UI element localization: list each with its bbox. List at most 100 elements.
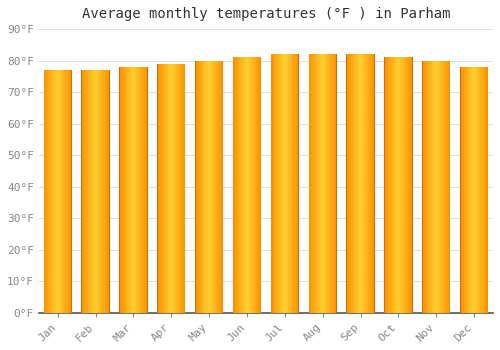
Bar bbox=[176, 64, 177, 313]
Bar bbox=[290, 54, 292, 313]
Bar bbox=[406, 57, 407, 313]
Bar bbox=[196, 61, 197, 313]
Bar bbox=[138, 67, 139, 313]
Bar bbox=[387, 57, 388, 313]
Bar bbox=[211, 61, 212, 313]
Bar bbox=[53, 70, 54, 313]
Bar bbox=[134, 67, 136, 313]
Bar bbox=[322, 54, 324, 313]
Bar bbox=[468, 67, 469, 313]
Bar bbox=[436, 61, 437, 313]
Bar bbox=[390, 57, 391, 313]
Bar bbox=[324, 54, 326, 313]
Bar bbox=[423, 61, 424, 313]
Bar bbox=[313, 54, 314, 313]
Bar bbox=[335, 54, 336, 313]
Bar bbox=[170, 64, 172, 313]
Bar bbox=[464, 67, 466, 313]
Bar bbox=[182, 64, 184, 313]
Bar bbox=[86, 70, 87, 313]
Bar bbox=[123, 67, 124, 313]
Bar bbox=[278, 54, 279, 313]
Bar bbox=[249, 57, 250, 313]
Bar bbox=[147, 67, 148, 313]
Bar bbox=[328, 54, 330, 313]
Bar bbox=[96, 70, 98, 313]
Bar bbox=[437, 61, 438, 313]
Bar bbox=[476, 67, 477, 313]
Bar bbox=[60, 70, 62, 313]
Bar bbox=[256, 57, 258, 313]
Bar bbox=[106, 70, 107, 313]
Bar bbox=[107, 70, 108, 313]
Bar bbox=[198, 61, 200, 313]
Bar bbox=[102, 70, 103, 313]
Bar bbox=[482, 67, 484, 313]
Bar bbox=[334, 54, 335, 313]
Bar bbox=[386, 57, 387, 313]
Bar bbox=[220, 61, 222, 313]
Bar bbox=[332, 54, 333, 313]
Bar bbox=[175, 64, 176, 313]
Bar bbox=[358, 54, 360, 313]
Bar bbox=[51, 70, 52, 313]
Bar bbox=[352, 54, 353, 313]
Bar bbox=[356, 54, 357, 313]
Bar bbox=[448, 61, 450, 313]
Bar bbox=[349, 54, 350, 313]
Bar bbox=[410, 57, 412, 313]
Bar bbox=[312, 54, 313, 313]
Bar bbox=[157, 64, 158, 313]
Bar bbox=[166, 64, 168, 313]
Bar bbox=[351, 54, 352, 313]
Bar bbox=[463, 67, 464, 313]
Bar bbox=[428, 61, 430, 313]
Bar bbox=[64, 70, 66, 313]
Bar bbox=[197, 61, 198, 313]
Bar bbox=[385, 57, 386, 313]
Bar bbox=[346, 54, 347, 313]
Bar bbox=[367, 54, 368, 313]
Bar bbox=[480, 67, 481, 313]
Bar bbox=[297, 54, 298, 313]
Bar bbox=[276, 54, 278, 313]
Bar bbox=[208, 61, 209, 313]
Bar bbox=[370, 54, 371, 313]
Bar bbox=[326, 54, 328, 313]
Bar bbox=[281, 54, 282, 313]
Bar bbox=[404, 57, 405, 313]
Bar bbox=[244, 57, 245, 313]
Bar bbox=[90, 70, 91, 313]
Bar bbox=[473, 67, 474, 313]
Bar bbox=[185, 64, 186, 313]
Bar bbox=[52, 70, 53, 313]
Bar bbox=[195, 61, 196, 313]
Bar bbox=[252, 57, 254, 313]
Bar bbox=[174, 64, 175, 313]
Bar bbox=[478, 67, 479, 313]
Bar bbox=[210, 61, 211, 313]
Bar bbox=[121, 67, 122, 313]
Bar bbox=[317, 54, 318, 313]
Bar bbox=[462, 67, 463, 313]
Bar bbox=[128, 67, 130, 313]
Bar bbox=[62, 70, 64, 313]
Bar bbox=[321, 54, 322, 313]
Bar bbox=[287, 54, 288, 313]
Bar bbox=[315, 54, 316, 313]
Bar bbox=[475, 67, 476, 313]
Bar bbox=[424, 61, 425, 313]
Bar bbox=[146, 67, 148, 313]
Bar bbox=[168, 64, 170, 313]
Bar bbox=[354, 54, 355, 313]
Bar bbox=[260, 57, 261, 313]
Bar bbox=[69, 70, 70, 313]
Bar bbox=[366, 54, 367, 313]
Bar bbox=[360, 54, 362, 313]
Bar bbox=[82, 70, 84, 313]
Bar bbox=[258, 57, 260, 313]
Bar bbox=[374, 54, 375, 313]
Bar bbox=[389, 57, 390, 313]
Bar bbox=[272, 54, 274, 313]
Bar bbox=[157, 64, 158, 313]
